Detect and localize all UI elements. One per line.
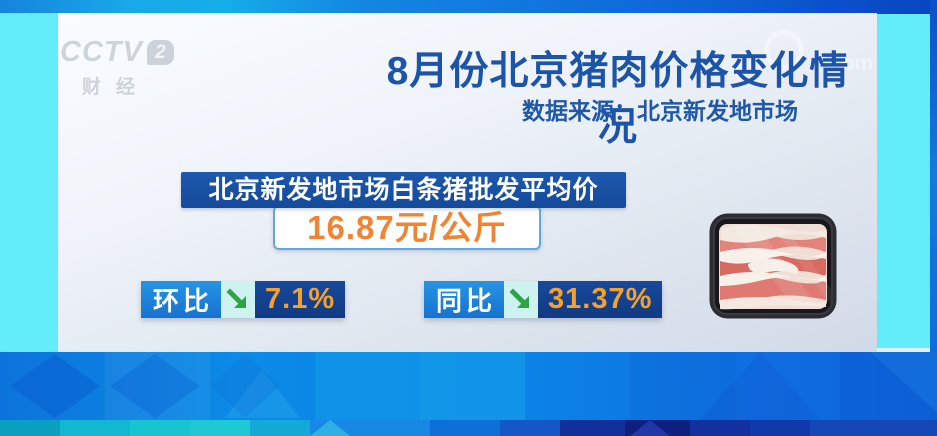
stat-badge-mom: 环比 7.1% [141,281,346,318]
bottom-decorative-band [0,352,937,436]
page-title: 8月份北京猪肉价格变化情况 [386,50,850,149]
down-arrow-icon [221,281,256,318]
top-blue-bar [0,0,937,14]
stat-value: 7.1% [255,281,346,318]
stat-label: 环比 [141,281,222,318]
left-cyan-band [0,13,58,356]
right-cyan-band [877,14,930,348]
data-source-text: 数据来源：北京新发地市场 [522,98,798,124]
right-blue-edge [930,0,937,436]
stat-label: 同比 [424,281,505,318]
channel-name-text: CCTV [60,36,143,68]
down-arrow-icon [504,281,539,318]
channel-sub-label: 财经 [82,77,151,98]
pork-tray-image [709,213,837,319]
price-label-box: 北京新发地市场白条猪批发平均价 [181,172,626,208]
content-panel: CCTV 2 财经 com 8月份北京猪肉价格变化情况 数据来源：北京新发地市场… [58,13,877,352]
price-value-box: 16.87元/公斤 [273,205,541,250]
stat-badge-yoy: 同比 31.37% [424,281,663,318]
stat-value: 31.37% [538,281,663,318]
channel-number-badge: 2 [146,40,174,65]
channel-logo: CCTV 2 财经 [60,36,180,99]
